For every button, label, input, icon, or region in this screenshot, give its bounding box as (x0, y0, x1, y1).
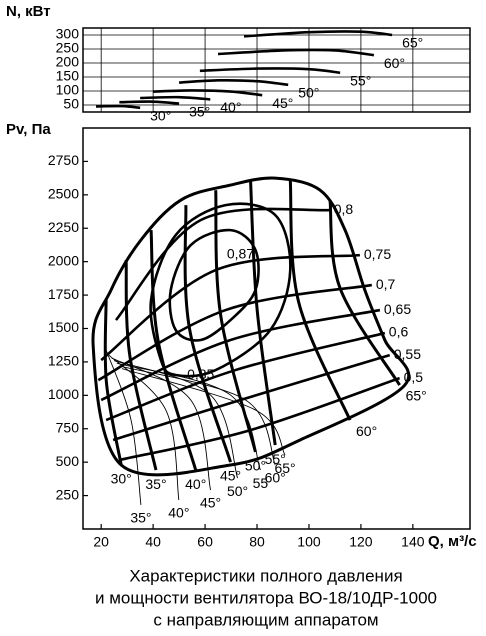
y-tick-label: 1250 (48, 353, 79, 369)
curve-label: 60° (384, 55, 405, 71)
efficiency-label: 0,55 (394, 346, 421, 362)
angle-curve (288, 180, 352, 421)
curve-label: 50° (298, 85, 319, 101)
efficiency-label: 0,5 (404, 369, 424, 385)
angle-curve (95, 104, 141, 110)
angle-curve (140, 95, 211, 101)
caption: Характеристики полного давления (129, 566, 402, 585)
curve-label: 45° (272, 95, 293, 111)
angle-curve (153, 89, 263, 97)
y-tick-label: 100 (56, 82, 80, 98)
curve-label: 45° (200, 495, 221, 511)
efficiency-curve (97, 283, 373, 382)
curve-label: 55 (253, 475, 269, 491)
curve-label: 40° (185, 476, 206, 492)
curve-label: 60° (356, 423, 377, 439)
y-tick-label: 250 (56, 486, 80, 502)
curve-label: 40° (168, 505, 189, 521)
curve-label: 55° (265, 451, 286, 467)
angle-curve (217, 48, 375, 57)
x-tick-label: 80 (249, 534, 265, 550)
angle-curve (124, 260, 158, 471)
angle-curve (119, 100, 180, 105)
caption: с направляющим аппаратом (153, 610, 378, 629)
curve-label: 35° (189, 103, 210, 119)
y-tick-label: 2250 (48, 219, 79, 235)
y-axis-title: Pv, Па (6, 121, 51, 138)
x-tick-label: 20 (93, 534, 109, 550)
efficiency-label: 0,8 (334, 201, 354, 217)
y-tick-label: 500 (56, 453, 80, 469)
x-tick-label: 40 (145, 534, 161, 550)
curve-label: 30° (111, 471, 132, 487)
angle-curve (103, 300, 123, 466)
angle-curve (243, 30, 393, 38)
y-tick-label: 200 (56, 54, 80, 70)
curve-label: 65° (406, 388, 427, 404)
angle-curve (249, 180, 277, 446)
curve-label: 40° (220, 99, 241, 115)
x-tick-label: 100 (297, 534, 321, 550)
curve-label: 35° (130, 510, 151, 526)
plot-frame (82, 27, 471, 113)
efficiency-curve (105, 331, 386, 422)
curve-label: 50° (245, 458, 266, 474)
efficiency-label: 0,87 (227, 246, 254, 262)
efficiency-label: 0,65 (384, 301, 411, 317)
curve-label: 55° (350, 73, 371, 89)
curve-label: 45° (220, 468, 241, 484)
y-tick-label: 750 (56, 419, 80, 435)
curve-label: 30° (150, 108, 171, 124)
angle-curve (214, 190, 257, 453)
envelope (91, 176, 411, 477)
x-tick-label: 60 (197, 534, 213, 550)
caption: и мощности вентилятора ВО-18/10ДР-1000 (95, 588, 437, 607)
x-axis-title: Q, м³/с (428, 533, 477, 550)
efficiency-curve (118, 376, 401, 462)
y-tick-label: 2500 (48, 186, 79, 202)
efficiency-label: 0,6 (389, 324, 409, 340)
y-tick-label: 150 (56, 68, 80, 84)
angle-curve (183, 205, 232, 463)
curve-label: 50° (227, 483, 248, 499)
angle-curve (328, 199, 401, 386)
efficiency-curve (114, 207, 330, 321)
angle-curve (199, 67, 341, 75)
y-tick-label: 1000 (48, 386, 79, 402)
curve-label: 60° (265, 470, 286, 486)
efficiency-label: 0,7 (376, 276, 396, 292)
efficiency-curve (100, 308, 381, 402)
thin-curve (105, 349, 142, 505)
thin-curve (114, 360, 238, 479)
y-tick-label: 1500 (48, 319, 79, 335)
efficiency-curve (168, 228, 260, 342)
y-tick-label: 300 (56, 26, 80, 42)
curve-label: 35° (145, 476, 166, 492)
angle-curve (179, 78, 289, 87)
y-tick-label: 2750 (48, 152, 79, 168)
y-tick-label: 50 (63, 96, 79, 112)
angle-curve (149, 230, 198, 471)
y-tick-label: 2000 (48, 252, 79, 268)
x-tick-label: 120 (349, 534, 373, 550)
efficiency-label: 0,75 (364, 246, 391, 262)
curve-label: 65° (402, 35, 423, 51)
y-tick-label: 1750 (48, 286, 79, 302)
y-tick-label: 250 (56, 40, 80, 56)
y-axis-title: N, кВт (6, 3, 51, 20)
x-tick-label: 140 (401, 534, 425, 550)
curve-label: 65° (274, 460, 295, 476)
